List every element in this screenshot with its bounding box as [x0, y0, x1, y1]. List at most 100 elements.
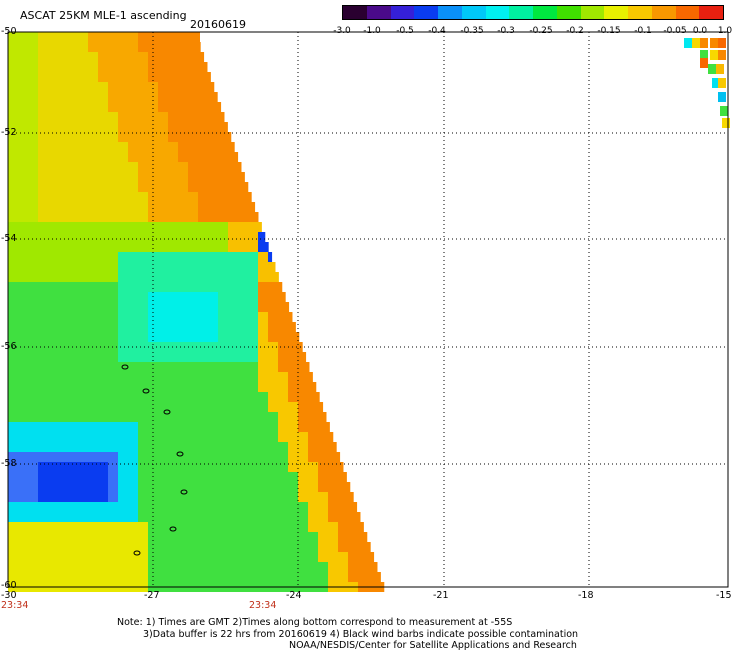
swath-cell — [198, 222, 208, 232]
swath-cell — [148, 202, 158, 212]
swath-cell — [58, 412, 68, 422]
swath-cell — [18, 192, 28, 202]
swath-cell — [28, 172, 38, 182]
swath-cell — [18, 232, 28, 242]
swath-cell — [178, 122, 188, 132]
swath-cell — [98, 272, 108, 282]
swath-cell — [218, 552, 228, 562]
swath-cell — [328, 542, 338, 552]
swath-cell — [228, 242, 238, 252]
swath-cell — [168, 62, 178, 72]
swath-cell — [88, 292, 98, 302]
swath-cell — [218, 152, 228, 162]
swath-cell — [178, 202, 188, 212]
swath-cell — [158, 72, 168, 82]
swath-cell — [318, 562, 328, 572]
swath-cell — [188, 202, 198, 212]
swath-cell — [68, 92, 78, 102]
swath-cell — [38, 142, 48, 152]
swath-cell — [298, 542, 308, 552]
swath-cell — [128, 212, 138, 222]
swath-cell — [108, 192, 118, 202]
swath-cell — [218, 142, 228, 152]
swath-cell — [128, 392, 138, 402]
swath-cell — [98, 452, 108, 462]
swath-cell — [208, 442, 218, 452]
swath-cell — [38, 322, 48, 332]
colorbar-segment — [699, 6, 723, 19]
swath-cell — [238, 312, 248, 322]
swath-cell — [228, 422, 238, 432]
swath-cell — [58, 72, 68, 82]
swath-cell — [168, 232, 178, 242]
swath-cell — [318, 452, 328, 462]
swath-cell — [168, 282, 178, 292]
swath-cell — [78, 312, 88, 322]
swath-cell — [258, 492, 268, 502]
swath-cell — [48, 52, 58, 62]
swath-cell — [128, 412, 138, 422]
swath-cell — [108, 72, 118, 82]
swath-cell — [158, 162, 168, 172]
swath-cell — [98, 512, 108, 522]
swath-cell — [28, 222, 38, 232]
swath-cell — [208, 542, 218, 552]
swath-cell — [368, 562, 377, 572]
swath-cell — [148, 242, 158, 252]
swath-cell — [178, 572, 188, 582]
swath-cell — [138, 412, 148, 422]
swath-cell — [28, 122, 38, 132]
swath-cell — [68, 142, 78, 152]
swath-cell — [248, 482, 258, 492]
swath-cell — [208, 352, 218, 362]
swath-cell — [298, 492, 308, 502]
swath-cell — [198, 332, 208, 342]
swath-cell — [8, 192, 18, 202]
swath-cell — [68, 162, 78, 172]
swath-cell — [258, 262, 268, 272]
swath-cell — [268, 472, 278, 482]
swath-cell — [18, 532, 28, 542]
swath-cell — [188, 52, 198, 62]
swath-cell — [288, 522, 298, 532]
swath-cell — [148, 102, 158, 112]
swath-cell — [128, 372, 138, 382]
swath-cell — [288, 422, 298, 432]
swath-cell — [68, 302, 78, 312]
swath-cell — [228, 452, 238, 462]
colorbar-segment — [628, 6, 652, 19]
swath-cell — [28, 432, 38, 442]
swath-cell — [188, 192, 198, 202]
swath-cell — [208, 282, 218, 292]
swath-cell — [28, 192, 38, 202]
swath-cell — [118, 372, 128, 382]
swath-cell — [328, 472, 338, 482]
swath-cell — [128, 472, 138, 482]
map-title: ASCAT 25KM MLE-1 ascending — [20, 9, 187, 22]
swath-cell — [228, 332, 238, 342]
swath-cell — [318, 442, 328, 452]
swath-cell — [128, 202, 138, 212]
swath-cell — [38, 422, 48, 432]
swath-cell — [78, 32, 88, 42]
swath-cell — [238, 452, 248, 462]
swath-cell — [18, 412, 28, 422]
swath-cell — [98, 152, 108, 162]
swath-cell — [48, 302, 58, 312]
swath-cell — [198, 552, 208, 562]
swath-cell — [198, 312, 208, 322]
swath-cell — [188, 272, 198, 282]
swath-cell — [238, 262, 248, 272]
swath-cell — [128, 142, 138, 152]
swath-cell — [178, 282, 188, 292]
swath-cell — [28, 502, 38, 512]
swath-cell — [138, 312, 148, 322]
swath-cell — [28, 312, 38, 322]
swath-cell — [168, 252, 178, 262]
swath-cell — [248, 552, 258, 562]
swath-cell — [48, 142, 58, 152]
swath-cell — [288, 402, 298, 412]
swath-cell — [18, 372, 28, 382]
swath-cell — [78, 132, 88, 142]
swath-cell — [228, 442, 238, 452]
